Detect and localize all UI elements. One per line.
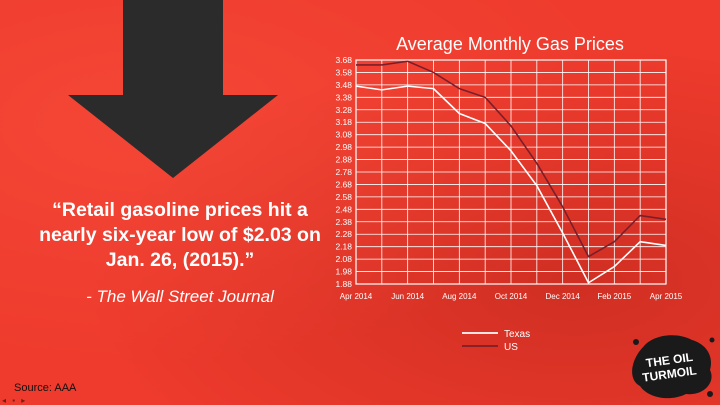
y-tick-label: 2.38: [335, 217, 352, 227]
slide-nav-controls[interactable]: ◂ ▪ ▸: [2, 396, 28, 405]
x-tick-label: Feb 2015: [597, 292, 631, 301]
x-tick-label: Dec 2014: [546, 292, 581, 301]
y-tick-label: 2.58: [335, 192, 352, 202]
chart-title: Average Monthly Gas Prices: [396, 34, 624, 54]
y-tick-label: 3.08: [335, 130, 352, 140]
x-tick-label: Jun 2014: [391, 292, 424, 301]
y-tick-label: 2.98: [335, 142, 352, 152]
y-tick-label: 2.88: [335, 155, 352, 165]
series-line-texas: [355, 85, 667, 284]
y-tick-label: 2.68: [335, 179, 352, 189]
x-tick-label: Apr 2015: [650, 292, 683, 301]
down-arrow-icon: [68, 0, 278, 178]
y-tick-label: 2.28: [335, 229, 352, 239]
series-line-us: [356, 60, 667, 258]
x-tick-label: Aug 2014: [442, 292, 477, 301]
y-tick-label: 3.48: [335, 80, 352, 90]
y-tick-label: 1.88: [335, 279, 352, 289]
legend-label: Texas: [504, 329, 530, 340]
y-tick-label: 1.98: [335, 267, 352, 277]
quote-text: “Retail gasoline prices hit a nearly six…: [30, 198, 330, 273]
x-tick-label: Oct 2014: [495, 292, 528, 301]
y-tick-label: 2.48: [335, 204, 352, 214]
y-tick-label: 2.78: [335, 167, 352, 177]
logo-line: THE OIL: [645, 350, 694, 370]
y-tick-label: 3.58: [335, 67, 352, 77]
oil-splat-logo: THE OIL TURMOIL: [632, 335, 715, 399]
legend-label: US: [504, 342, 518, 353]
source-note: Source: AAA: [14, 382, 77, 394]
y-tick-label: 3.38: [335, 92, 352, 102]
y-tick-label: 3.18: [335, 117, 352, 127]
y-tick-label: 3.68: [335, 55, 352, 65]
x-tick-label: Apr 2014: [340, 292, 373, 301]
y-tick-label: 2.08: [335, 254, 352, 264]
quote-line: nearly six-year low of $2.03 on: [39, 224, 321, 246]
quote-attribution: - The Wall Street Journal: [86, 287, 274, 306]
y-tick-label: 2.18: [335, 242, 352, 252]
y-tick-label: 3.28: [335, 105, 352, 115]
quote-line: Jan. 26, (2015).”: [105, 249, 255, 271]
quote-line: “Retail gasoline prices hit a: [52, 199, 308, 221]
